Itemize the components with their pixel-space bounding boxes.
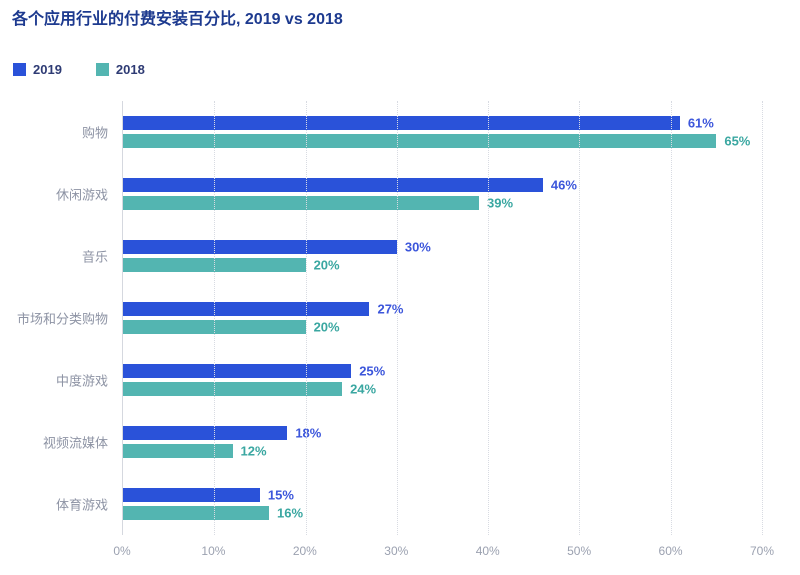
- bar-value-label: 16%: [277, 505, 304, 521]
- chart-title: 各个应用行业的付费安装百分比, 2019 vs 2018: [12, 11, 343, 28]
- category-label: 中度游戏: [55, 373, 108, 389]
- legend-item-2019: 2019: [13, 62, 62, 77]
- category-label: 购物: [81, 125, 108, 141]
- x-tick-label: 60%: [658, 544, 683, 558]
- bar-value-label: 18%: [295, 425, 322, 441]
- bar-value-label: 30%: [404, 239, 431, 255]
- legend-swatch-icon: [95, 63, 109, 76]
- bar-2018: 39%: [123, 196, 513, 211]
- bar-2019: 25%: [123, 364, 385, 379]
- bar-value-label: 46%: [550, 177, 577, 193]
- gridline: [579, 101, 581, 535]
- legend-swatch-icon: [13, 63, 26, 76]
- bar-value-label: 20%: [313, 319, 340, 335]
- bar-2019: 30%: [123, 240, 431, 255]
- chart-row: 中度游戏 25% 24%: [56, 349, 762, 411]
- bar-value-label: 27%: [377, 301, 404, 317]
- bar-rows: 购物 61% 65% 休闲游戏 46% 39% 音乐 30% 20% 市场和分类购物 27% 20% 中…: [17, 101, 762, 535]
- plot: 购物 61% 65% 休闲游戏 46% 39% 音乐 30% 20% 市场和分类购物 27% 20% 中…: [17, 101, 763, 535]
- chart-row: 购物 61% 65%: [82, 101, 762, 163]
- chart-row: 体育游戏 15% 16%: [56, 473, 762, 535]
- x-tick-label: 0%: [113, 544, 131, 558]
- legend: 2019 2018: [13, 62, 145, 77]
- gridline: [488, 101, 490, 535]
- bar-2019: 61%: [123, 116, 714, 131]
- category-label: 市场和分类购物: [16, 311, 108, 327]
- bar-2018: 24%: [123, 382, 376, 397]
- bar-2018: 12%: [123, 444, 267, 459]
- plot-area: 购物 61% 65% 休闲游戏 46% 39% 音乐 30% 20% 市场和分类购物 27% 20% 中…: [17, 101, 774, 562]
- x-tick-label: 20%: [292, 544, 317, 558]
- x-tick-label: 10%: [201, 544, 226, 558]
- chart-row: 视频流媒体 18% 12%: [43, 411, 762, 473]
- x-tick-label: 50%: [567, 544, 592, 558]
- x-tick-label: 70%: [749, 544, 775, 558]
- bar-value-label: 65%: [724, 133, 751, 149]
- chart-row: 休闲游戏 46% 39%: [56, 163, 762, 225]
- gridline: [670, 101, 672, 535]
- legend-label: 2019: [33, 62, 62, 77]
- gridline: [214, 101, 216, 535]
- category-label: 休闲游戏: [55, 187, 108, 203]
- category-label: 音乐: [81, 249, 108, 265]
- bar-value-label: 12%: [240, 443, 267, 459]
- gridline: [762, 101, 763, 535]
- category-label: 视频流媒体: [42, 435, 108, 451]
- bar-value-label: 39%: [487, 195, 514, 211]
- bar-value-label: 15%: [267, 487, 294, 503]
- bar-2018: 16%: [123, 506, 303, 521]
- gridline: [305, 101, 307, 535]
- bar-value-label: 25%: [359, 363, 386, 379]
- x-tick-label: 30%: [384, 544, 409, 558]
- bar-2019: 15%: [123, 488, 294, 503]
- chart-row: 市场和分类购物 27% 20%: [17, 287, 762, 349]
- gridline: [396, 101, 398, 535]
- bar-value-label: 24%: [350, 381, 377, 397]
- bar-2019: 18%: [123, 426, 321, 441]
- legend-label: 2018: [115, 62, 145, 77]
- bar-2018: 65%: [123, 134, 750, 149]
- x-axis: 0% 10% 20% 30% 40% 50% 60% 70%: [113, 544, 774, 562]
- bar-2019: 46%: [123, 178, 577, 193]
- chart-row: 音乐 30% 20%: [82, 225, 762, 287]
- category-label: 体育游戏: [55, 497, 108, 513]
- x-tick-label: 40%: [475, 544, 500, 558]
- bar-2019: 27%: [123, 302, 404, 317]
- legend-item-2018: 2018: [95, 62, 145, 77]
- bar-value-label: 20%: [313, 257, 340, 273]
- bar-value-label: 61%: [687, 115, 714, 131]
